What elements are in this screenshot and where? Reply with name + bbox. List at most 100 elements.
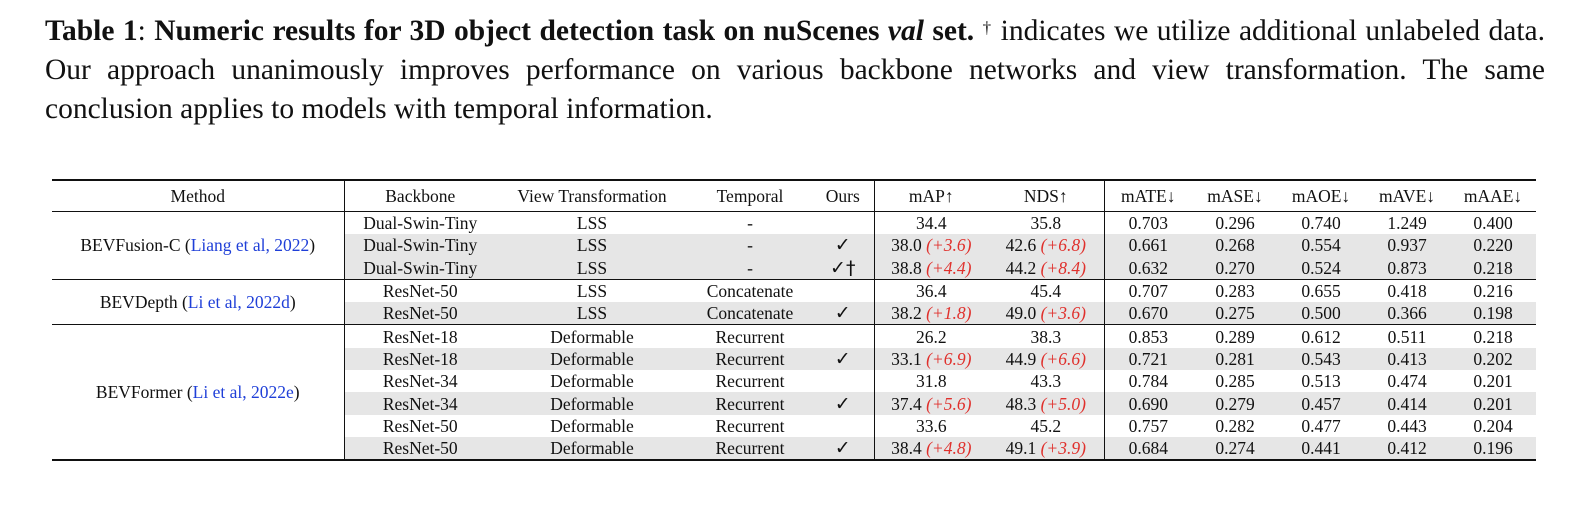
mave-cell: 0.413 [1364, 347, 1450, 371]
view-transformation-cell: Deformable [550, 415, 634, 436]
map-delta: (+1.8) [926, 303, 972, 324]
ours-check-cell: ✓ [812, 347, 875, 371]
map-cell: 38.2 (+1.8) [874, 302, 988, 325]
nds-value: 43.3 [1030, 371, 1062, 392]
view-transformation-cell: Deformable [550, 326, 634, 347]
map-cell: 38.8 (+4.4) [874, 256, 988, 280]
view-transformation-cell: LSS [496, 302, 688, 325]
mate-cell: 0.690 [1104, 392, 1192, 415]
temporal-cell: Recurrent [715, 326, 785, 347]
table-row: ResNet-34 Deformable Recurrent ✓ 37.4 (+5.6)… [52, 392, 1536, 415]
temporal-cell: Recurrent [688, 392, 812, 415]
mate-cell: 0.853 [1128, 326, 1168, 347]
maae-cell: 0.220 [1450, 234, 1536, 257]
table-group: BEVFormer (Li et al, 2022e) ResNet-18 Defo… [52, 324, 1536, 461]
header-ours: Ours [812, 180, 875, 212]
view-transformation-cell: LSS [576, 281, 608, 302]
mate-cell: 0.684 [1104, 436, 1192, 461]
maae-cell: 0.201 [1473, 371, 1513, 392]
mase-cell: 0.270 [1192, 256, 1278, 280]
caption-text: indicates we utilize additional unlabele… [45, 15, 1546, 125]
map-cell: 38.4 (+4.8) [874, 436, 988, 461]
ours-check-cell [812, 324, 875, 348]
map-value: 38.0 [891, 235, 922, 256]
citation-link[interactable]: Li et al, 2022e [192, 382, 294, 403]
table-row: BEVFormer (Li et al, 2022e) ResNet-18 Defo… [52, 324, 1536, 461]
mase-cell: 0.282 [1215, 415, 1255, 436]
mase-cell: 0.296 [1215, 213, 1255, 234]
mate-cell: 0.707 [1128, 281, 1168, 302]
map-cell: 34.4 [874, 212, 988, 235]
view-transformation-cell: Deformable [496, 347, 688, 371]
nds-value: 48.3 [1005, 393, 1037, 414]
mave-cell: 0.443 [1387, 415, 1427, 436]
view-transformation-cell: LSS [576, 213, 608, 234]
maae-cell: 0.198 [1450, 302, 1536, 325]
header-view-transformation: View Transformation [517, 186, 667, 206]
ours-check-cell [812, 211, 875, 235]
map-value: 33.1 [891, 348, 922, 369]
table-row: ResNet-34 Deformable Recurrent 31.8 43.3 0.78… [52, 370, 1536, 393]
map-value: 37.4 [891, 393, 922, 414]
temporal-cell: - [747, 213, 753, 234]
maae-cell: 0.202 [1450, 347, 1536, 371]
method-name: BEVFusion-C [80, 235, 181, 256]
nds-cell: 35.8 [988, 211, 1105, 235]
maoe-cell: 0.524 [1278, 256, 1364, 280]
map-cell: 37.4 (+5.6) [874, 392, 988, 415]
nds-cell: 49.0 (+3.6) [988, 302, 1105, 325]
backbone-cell: ResNet-34 [382, 371, 458, 392]
nds-cell: 42.6 (+6.8) [988, 234, 1105, 257]
nds-delta: (+8.4) [1040, 257, 1086, 278]
header-row: Method Backbone View Transformation Temp… [52, 180, 1536, 212]
view-transformation-cell: Deformable [496, 436, 688, 461]
ours-check-cell [812, 370, 875, 393]
mate-cell: 0.632 [1104, 256, 1192, 280]
map-cell: 33.1 (+6.9) [874, 347, 988, 371]
nds-delta: (+6.6) [1040, 348, 1086, 369]
mave-cell: 0.412 [1364, 436, 1450, 461]
mase-cell: 0.275 [1192, 302, 1278, 325]
ours-check-cell: ✓† [812, 256, 875, 280]
backbone-cell: Dual-Swin-Tiny [344, 234, 496, 257]
maoe-cell: 0.740 [1301, 213, 1341, 234]
results-table: Method Backbone View Transformation Temp… [52, 179, 1536, 462]
maoe-cell: 0.457 [1278, 392, 1364, 415]
nds-delta: (+5.0) [1040, 393, 1086, 414]
map-cell: 26.2 [874, 325, 988, 348]
nds-value: 49.1 [1005, 438, 1037, 459]
mave-cell: 0.937 [1364, 234, 1450, 257]
nds-delta: (+6.8) [1040, 235, 1086, 256]
view-transformation-cell: LSS [496, 234, 688, 257]
map-cell: 33.6 [874, 415, 988, 437]
method-cell: BEVFusion-C (Liang et al, 2022) [52, 211, 345, 280]
nds-value: 38.3 [1030, 326, 1062, 347]
view-transformation-cell: Deformable [496, 392, 688, 415]
mave-cell: 1.249 [1387, 213, 1427, 234]
citation-link[interactable]: Li et al, 2022d [187, 292, 290, 313]
maoe-cell: 0.500 [1278, 302, 1364, 325]
mate-cell: 0.721 [1104, 347, 1192, 371]
citation-link[interactable]: Liang et al, 2022 [190, 235, 310, 256]
mate-cell: 0.670 [1104, 302, 1192, 325]
ours-check-cell: ✓ [812, 302, 875, 325]
mave-cell: 0.873 [1364, 256, 1450, 280]
maae-cell: 0.201 [1450, 392, 1536, 415]
table-caption: Table 1: Numeric results for 3D object d… [45, 12, 1545, 129]
mate-cell: 0.784 [1128, 371, 1168, 392]
method-name: BEVDepth [99, 292, 178, 313]
nds-value: 35.8 [1030, 213, 1062, 234]
mase-cell: 0.274 [1192, 436, 1278, 461]
backbone-cell: ResNet-18 [344, 347, 496, 371]
view-transformation-cell: LSS [496, 256, 688, 280]
backbone-cell: Dual-Swin-Tiny [363, 213, 478, 234]
header-maae: mAAE↓ [1463, 186, 1523, 206]
caption-bold-italic: val [887, 15, 924, 47]
method-cell: BEVDepth (Li et al, 2022d) [52, 279, 345, 325]
map-value: 34.4 [915, 213, 947, 234]
nds-cell: 44.2 (+8.4) [988, 256, 1105, 280]
header-maoe: mAOE↓ [1291, 186, 1351, 206]
table-row: ResNet-50 Deformable Recurrent 33.6 45.2 0.75… [52, 414, 1536, 437]
nds-value: 42.6 [1005, 235, 1037, 256]
maoe-cell: 0.655 [1301, 281, 1341, 302]
